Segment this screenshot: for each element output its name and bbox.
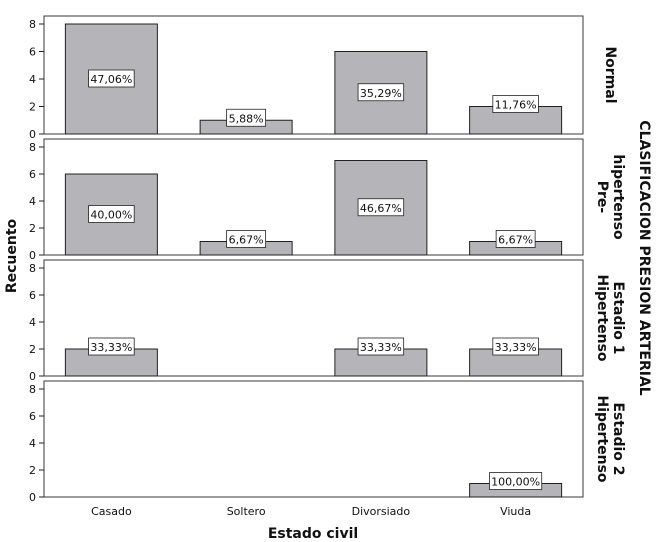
facet-row-label: Estadio 2 xyxy=(610,402,626,475)
data-label: 6,67% xyxy=(229,234,264,247)
facet-row-label: hipertenso xyxy=(610,154,626,240)
data-label-box xyxy=(226,108,267,127)
data-label: 33,33% xyxy=(495,341,537,354)
panel-2: 0 2 4 6 8 33,33% 33,33% 33,33% Hipertenso Estadio… xyxy=(29,259,626,383)
data-label: 100,00% xyxy=(491,476,540,489)
y-tick-label: 2 xyxy=(29,464,36,477)
facet-row-label: Hipertenso xyxy=(594,274,610,361)
y-tick-label: 4 xyxy=(29,316,36,329)
data-label: 35,29% xyxy=(360,87,402,100)
panel-0: 0 2 4 6 8 47,06% 5,88% 35,29% 11,76% Normal xyxy=(29,15,618,141)
panels: 0 2 4 6 8 47,06% 5,88% 35,29% 11,76% Normal 0 2 4 6 8 4… xyxy=(29,15,626,518)
data-label-box xyxy=(357,198,405,217)
x-axis-title: Estado civil xyxy=(268,526,358,542)
data-label-box xyxy=(495,230,536,248)
y-tick-label: 4 xyxy=(29,73,36,86)
y-tick-label: 6 xyxy=(29,46,36,59)
y-tick-label: 4 xyxy=(29,195,36,208)
data-label-box xyxy=(226,230,267,248)
data-label-box xyxy=(88,69,135,88)
y-tick-label: 8 xyxy=(29,262,36,275)
y-tick-label: 4 xyxy=(29,437,36,450)
y-axis-title: Recuento xyxy=(4,218,20,293)
data-label-box xyxy=(357,337,405,356)
y-tick-label: 8 xyxy=(29,141,36,154)
data-label-box xyxy=(489,472,543,490)
y-tick-label: 0 xyxy=(29,128,36,141)
data-label: 6,67% xyxy=(498,234,533,247)
data-label-box xyxy=(492,95,539,113)
y-tick-label: 8 xyxy=(29,383,36,396)
data-label: 40,00% xyxy=(90,209,132,222)
data-label: 47,06% xyxy=(90,73,132,86)
y-tick-label: 0 xyxy=(29,249,36,262)
y-tick-label: 6 xyxy=(29,289,36,302)
y-tick-label: 0 xyxy=(29,491,36,504)
x-tick-label: Casado xyxy=(91,505,132,518)
data-label-box xyxy=(88,337,135,356)
data-label-box xyxy=(492,337,539,356)
y-tick-label: 2 xyxy=(29,343,36,356)
panel-1: 0 2 4 6 8 40,00% 6,67% 46,67% 6,67% Pre-hipertens… xyxy=(29,138,626,262)
x-tick-label: Viuda xyxy=(500,505,531,518)
facet-row-label: Estadio 1 xyxy=(610,281,626,354)
data-label: 46,67% xyxy=(360,202,402,215)
facet-row-label: Hipertenso xyxy=(594,395,610,482)
y-tick-label: 0 xyxy=(29,370,36,383)
data-label: 33,33% xyxy=(90,341,132,354)
y-tick-label: 2 xyxy=(29,222,36,235)
y-tick-label: 6 xyxy=(29,410,36,423)
facet-row-label: Pre- xyxy=(594,181,610,214)
facet-title: CLASIFICACION PRESION ARTERIAL xyxy=(636,120,652,395)
facet-row-label: Normal xyxy=(602,46,618,103)
panel-3: 0 2 4 6 8 100,00% Hipertenso Estadio 2 xyxy=(29,380,626,504)
y-tick-label: 8 xyxy=(29,18,36,31)
data-label: 33,33% xyxy=(360,341,402,354)
x-tick-label: Divorsiado xyxy=(352,505,411,518)
data-label: 5,88% xyxy=(229,112,264,125)
y-tick-label: 2 xyxy=(29,101,36,114)
x-tick-label: Soltero xyxy=(227,505,266,518)
data-label: 11,76% xyxy=(495,99,537,112)
data-label-box xyxy=(357,83,405,102)
data-label-box xyxy=(88,205,135,223)
y-tick-label: 6 xyxy=(29,168,36,181)
